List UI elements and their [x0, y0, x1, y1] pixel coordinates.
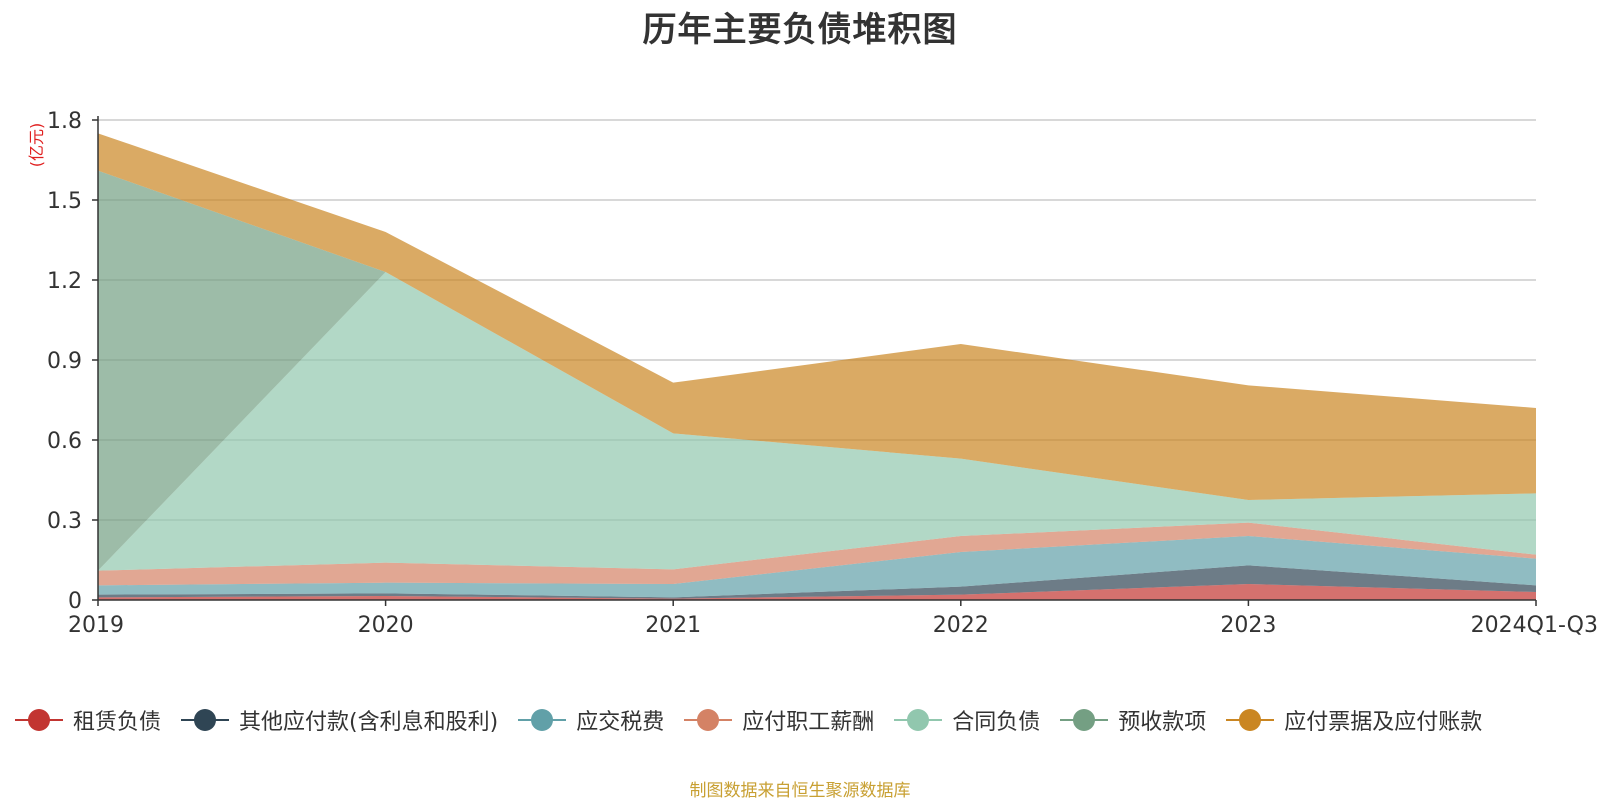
x-tick-label: 2020 [358, 613, 414, 638]
y-tick-label: 0 [68, 589, 82, 614]
y-tick-label: 0.6 [47, 429, 82, 454]
legend-item[interactable]: 应付票据及应付账款 [1226, 704, 1482, 736]
legend-marker-icon [1060, 707, 1109, 733]
legend-label: 其他应付款(含利息和股利) [239, 710, 499, 735]
area-应交税费 [98, 536, 1536, 598]
legend-marker-icon [15, 707, 63, 733]
legend-label: 合同负债 [952, 710, 1041, 735]
x-tick-label: 2023 [1220, 613, 1276, 638]
legend-item[interactable]: 应交税费 [518, 704, 664, 736]
legend-item[interactable]: 租赁负债 [15, 704, 161, 736]
legend-label: 应付职工薪酬 [742, 710, 875, 735]
legend-item[interactable]: 合同负债 [894, 704, 1040, 736]
x-tick-label: 2024Q1-Q3 [1471, 613, 1598, 638]
y-tick-label: 0.3 [47, 509, 82, 534]
legend-marker-icon [684, 707, 733, 733]
area-应付票据及应付账款 [98, 133, 1536, 501]
legend-item[interactable]: 其他应付款(含利息和股利) [181, 704, 498, 736]
axes: 0 0.3 0.6 0.9 1.2 1.5 1.8 2019 2020 2021 2022 2023 2… [47, 109, 1598, 638]
area-租赁负债 [98, 584, 1536, 600]
source-note: 制图数据来自恒生聚源数据库 [689, 781, 911, 801]
area-其他应付款(含利息和股利) [98, 565, 1536, 599]
legend-item[interactable]: 应付职工薪酬 [684, 704, 874, 736]
legend[interactable]: 租赁负债 其他应付款(含利息和股利) 应交税费 应付职工薪酬 合同负债 预收款项 应付票据及… [15, 702, 1502, 738]
legend-marker-icon [1226, 707, 1275, 733]
legend-marker-icon [518, 707, 567, 733]
x-tick-label: 2022 [933, 613, 989, 638]
y-tick-label: 1.5 [47, 189, 82, 214]
area-series [98, 133, 1536, 600]
legend-marker-icon [181, 707, 230, 733]
y-tick-label: 1.8 [47, 109, 82, 134]
y-axis-unit-label: (亿元) [27, 123, 46, 168]
legend-label: 应付票据及应付账款 [1284, 710, 1483, 735]
y-tick-label: 0.9 [47, 349, 82, 374]
chart-title: 历年主要负债堆积图 [642, 10, 958, 50]
legend-label: 预收款项 [1118, 710, 1207, 735]
x-tick-label: 2021 [645, 613, 701, 638]
legend-label: 应交税费 [576, 710, 665, 735]
legend-marker-icon [894, 707, 943, 733]
area-应付职工薪酬 [98, 522, 1536, 586]
legend-label: 租赁负债 [73, 710, 162, 735]
area-合同负债 [98, 272, 1536, 571]
legend-item[interactable]: 预收款项 [1060, 704, 1206, 736]
x-tick-label: 2019 [68, 613, 124, 638]
y-tick-label: 1.2 [47, 269, 82, 294]
